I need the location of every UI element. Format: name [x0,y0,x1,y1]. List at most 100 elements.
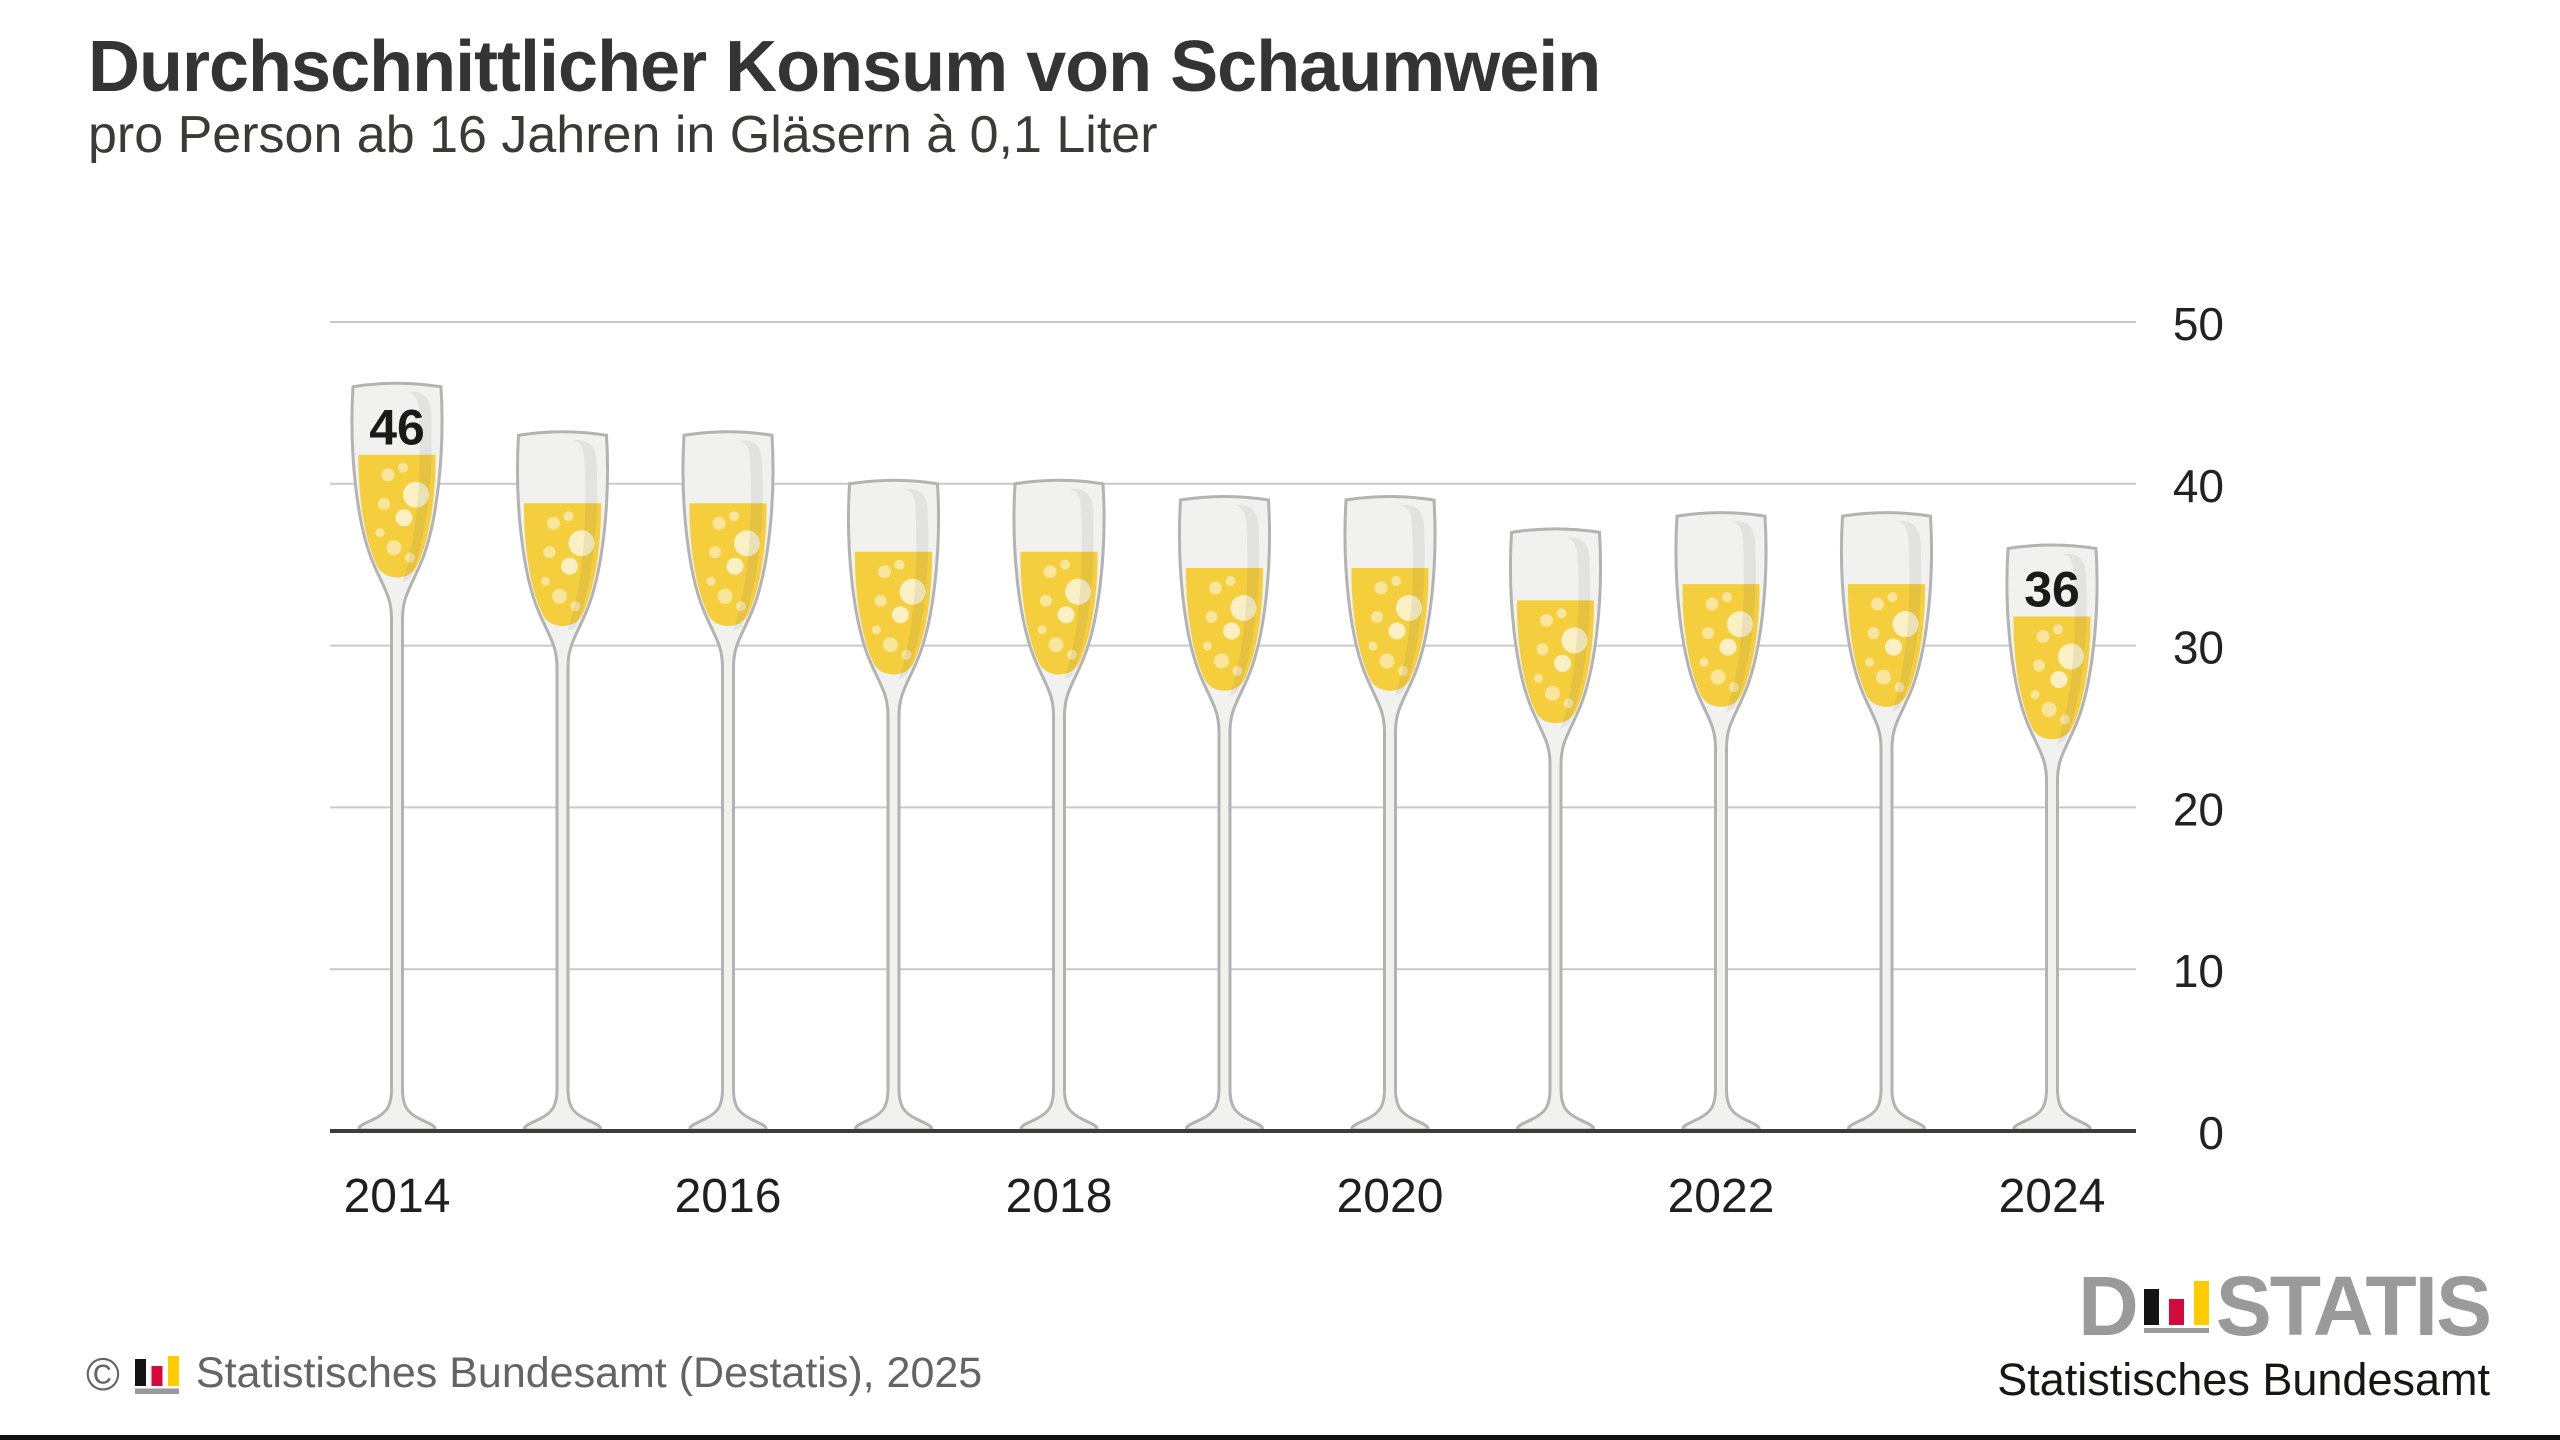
bubbles [541,511,595,612]
bubble [1396,594,1422,621]
x-tick-2016: 2016 [675,1170,782,1223]
bubble [1729,682,1739,693]
glass-2021 [1509,527,1602,1132]
destatis-mini-logo-icon [134,1355,179,1394]
logo-bar-base [2143,1327,2209,1333]
glass-shading [898,488,929,680]
bubble [378,497,390,510]
bubble [1892,611,1919,638]
glass-shading [1229,504,1260,696]
bubble [1534,673,1543,683]
bubble [729,511,739,522]
bubble [734,530,760,557]
bubble [892,606,909,624]
glass-shading [567,440,598,632]
bubble [1871,597,1884,611]
bubble [563,511,574,522]
x-tick-2020: 2020 [1337,1170,1444,1223]
glass-shading [402,391,432,583]
bubble [717,588,733,604]
bubbles [872,559,926,660]
bubble [1876,669,1891,685]
bubble [1225,575,1236,586]
bubble [1043,565,1057,579]
bubble [381,468,395,482]
value-label-2014: 46 [369,400,425,456]
glass-2019 [1178,494,1271,1132]
bubble [1554,654,1571,672]
glass-2017 [847,478,940,1132]
bubble [2060,714,2070,725]
bubble [2036,630,2050,644]
bubble [1867,627,1880,640]
bubble [2050,671,2068,689]
bubble [395,509,413,527]
glass-2022 [1674,511,1768,1132]
bubbles [1865,592,1919,693]
bubble [706,576,716,586]
bubble [874,594,887,607]
bubble [1719,638,1737,656]
bubble [1368,641,1378,651]
logo-subtitle: Statistisches Bundesamt [1997,1353,2490,1405]
glass-shading [2057,553,2087,745]
glass-shading [1891,521,1922,713]
bubble [1545,685,1560,701]
bubble [901,649,912,660]
glass-2015 [516,430,609,1132]
bubble [552,588,567,604]
bubble [883,637,898,653]
bubble [1223,622,1240,640]
bubble [1727,611,1753,638]
y-tick-30: 30 [2173,622,2224,674]
bubble [1048,637,1064,653]
source-line: © Statistisches Bundesamt (Destatis), 20… [86,1349,982,1398]
bubbles [2030,624,2084,725]
mini-bar-black [134,1358,146,1386]
bubble [1388,622,1406,640]
x-tick-2014: 2014 [344,1170,451,1223]
bubble [1556,608,1567,619]
mini-bar-red [151,1365,163,1386]
bubble [1371,610,1383,623]
bubble [726,557,744,575]
logo-bar-yellow [2193,1280,2209,1325]
bubble [1705,597,1719,611]
bubbles [1037,559,1091,660]
copyright-symbol: © [86,1347,120,1400]
logo-letters-statis: STATIS [2215,1258,2492,1353]
bubble [386,540,402,556]
glass-2023 [1840,511,1933,1132]
bubbles [1534,608,1588,709]
logo-letter-d: D [2078,1258,2139,1353]
glass-2016 [681,430,775,1132]
glass-shading [1064,488,1094,680]
bubble [541,576,550,586]
bubble [1230,594,1257,621]
bubble [570,601,581,612]
bubble [712,516,726,530]
bubble [568,530,595,557]
bubble [1067,649,1077,660]
bubble [1214,653,1229,669]
page-bottom-edge [0,1435,2560,1440]
bubble [398,462,408,473]
bubble [2041,702,2057,718]
bubble [2030,690,2040,700]
bubble [1040,594,1052,607]
bubble [2053,624,2063,635]
bubble [1702,627,1714,640]
copyright-text: Statistisches Bundesamt (Destatis), 2025 [195,1349,983,1397]
y-tick-0: 0 [2198,1107,2224,1159]
glass-2024 [2005,543,2099,1132]
bubble [403,481,429,508]
destatis-logo: D STATIS [2078,1258,2492,1353]
bubble [1232,665,1243,676]
bubbles [706,511,760,612]
bubble [543,546,556,559]
bubble [1205,610,1218,623]
bubble [894,559,905,570]
logo-bar-black [2143,1288,2159,1325]
bubble [1379,653,1395,669]
